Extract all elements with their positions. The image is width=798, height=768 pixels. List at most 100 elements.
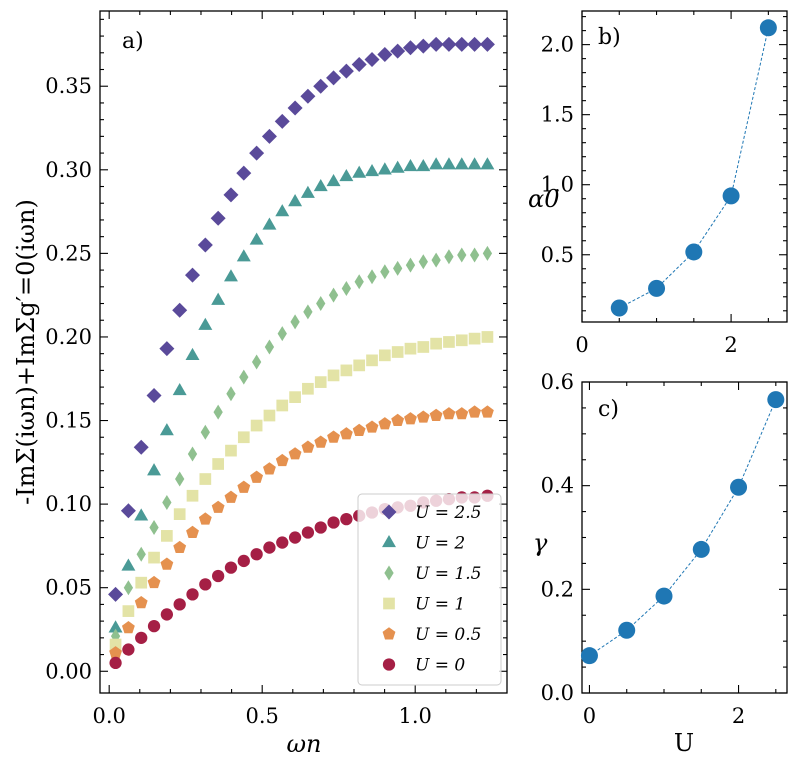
panel-b-point (648, 279, 666, 297)
panel-c: 0 2 0.0 0.2 0.4 0.6 c) γ U (533, 370, 788, 757)
panel-b-ylabel: α0 (528, 185, 559, 213)
series-4-point (352, 423, 366, 437)
panel-a-legend: U = 2.5 U = 2 U = 1.5 U = 1 U = 0.5 U = 0 (357, 493, 502, 686)
panel-b-label: b) (598, 25, 621, 50)
legend-marker-3 (383, 597, 395, 610)
panel-b: 0 2 0.5 1.0 1.5 2.0 b) α0 (528, 10, 788, 357)
series-4-point (109, 646, 122, 659)
panel-a-ytick-label: 0.15 (45, 409, 92, 433)
series-4-point (442, 407, 456, 420)
series-2-point (457, 247, 467, 263)
series-2-point (110, 628, 121, 644)
series-3-point (186, 489, 199, 502)
series-2-point (469, 247, 480, 263)
series-0-point (223, 187, 239, 203)
series-0-point (415, 38, 431, 54)
series-3-point (276, 399, 289, 412)
panel-a-ticks: 0.0 0.5 1.0 0.00 0.05 0.10 0.15 0.20 0.25 0.30 0.3… (45, 11, 507, 728)
panel-b-point (759, 19, 777, 37)
series-5-point (237, 554, 250, 568)
panel-b-ytick-label: 1.0 (541, 173, 574, 197)
panel-a-ytick-label: 0.20 (45, 325, 92, 349)
series-0-point (338, 63, 354, 79)
series-4-point (391, 413, 405, 426)
series-1-point (134, 508, 149, 521)
series-1-point (365, 163, 379, 177)
series-2-point (226, 386, 236, 402)
series-3-point (481, 331, 494, 343)
series-2-point (444, 249, 454, 265)
panel-b-xtick-label: 0 (575, 333, 588, 357)
series-1-point (198, 317, 213, 330)
series-1-point (403, 158, 418, 172)
series-0-point (402, 40, 418, 56)
panel-c-point (767, 391, 785, 409)
panel-a-ytick-label: 0.30 (45, 158, 92, 182)
series-5-point (212, 569, 225, 583)
series-1-point (108, 620, 123, 633)
series-0-point (467, 36, 483, 52)
legend-marker-4 (382, 627, 396, 640)
panel-a-xtick-label: 0.5 (245, 704, 278, 728)
series-3-point (340, 364, 353, 377)
series-1-point (416, 158, 431, 172)
series-5-point (340, 513, 353, 526)
series-4-point (121, 621, 135, 634)
panel-b-ytick-label: 1.5 (541, 103, 574, 127)
series-0-point (210, 210, 226, 226)
series-2-point (213, 404, 223, 420)
series-5-point (224, 561, 238, 574)
series-0-point (197, 237, 213, 253)
series-3-point (302, 382, 314, 395)
series-0-point (274, 113, 290, 129)
series-2-point (123, 580, 134, 596)
panel-b-point (610, 299, 628, 317)
series-1-point (352, 165, 367, 178)
series-3-point (378, 349, 391, 362)
panel-c-frame (581, 381, 788, 694)
series-2-point (354, 274, 364, 290)
series-0-point (236, 165, 252, 181)
series-1-point (211, 292, 226, 305)
series-3-point (455, 334, 468, 347)
series-3-point (109, 638, 122, 651)
series-4-point (288, 447, 302, 460)
series-0-point (364, 51, 380, 67)
series-2-point (380, 264, 390, 280)
legend-marker-5 (382, 658, 396, 671)
series-0-point (390, 43, 406, 59)
series-0-point (454, 36, 470, 52)
series-5-point (135, 631, 148, 644)
series-1-point (249, 232, 264, 245)
series-2-point (136, 546, 146, 562)
series-0-point (428, 36, 444, 52)
series-1-point (185, 347, 200, 360)
series-5-point (327, 516, 340, 529)
series-3-point (366, 354, 378, 367)
series-4-point (160, 557, 174, 570)
series-2-point (303, 304, 313, 320)
series-1-point (236, 249, 251, 262)
panel-b-ticks: 0 2 0.5 1.0 1.5 2.0 (541, 11, 787, 357)
series-4-point (275, 453, 289, 467)
series-0-point (185, 267, 201, 283)
series-5-point (122, 643, 135, 656)
series-4-point (224, 490, 238, 503)
panel-b-frame (581, 10, 788, 323)
panel-b-line (619, 27, 769, 309)
series-0-point (479, 36, 495, 52)
panel-a-markers (108, 36, 495, 670)
series-2-point (482, 245, 493, 261)
series-4-point (378, 417, 392, 430)
series-4-point (237, 480, 251, 493)
series-3-point (225, 444, 237, 457)
legend-marker-0 (381, 504, 397, 520)
series-5-point (301, 526, 315, 539)
series-0-point (313, 78, 329, 94)
series-2-point (431, 252, 441, 268)
series-2-point (328, 287, 339, 303)
panel-b-ytick-label: 2.0 (541, 33, 574, 57)
series-5-point (109, 656, 122, 670)
series-1-point (121, 558, 136, 571)
series-2-point (277, 326, 287, 342)
